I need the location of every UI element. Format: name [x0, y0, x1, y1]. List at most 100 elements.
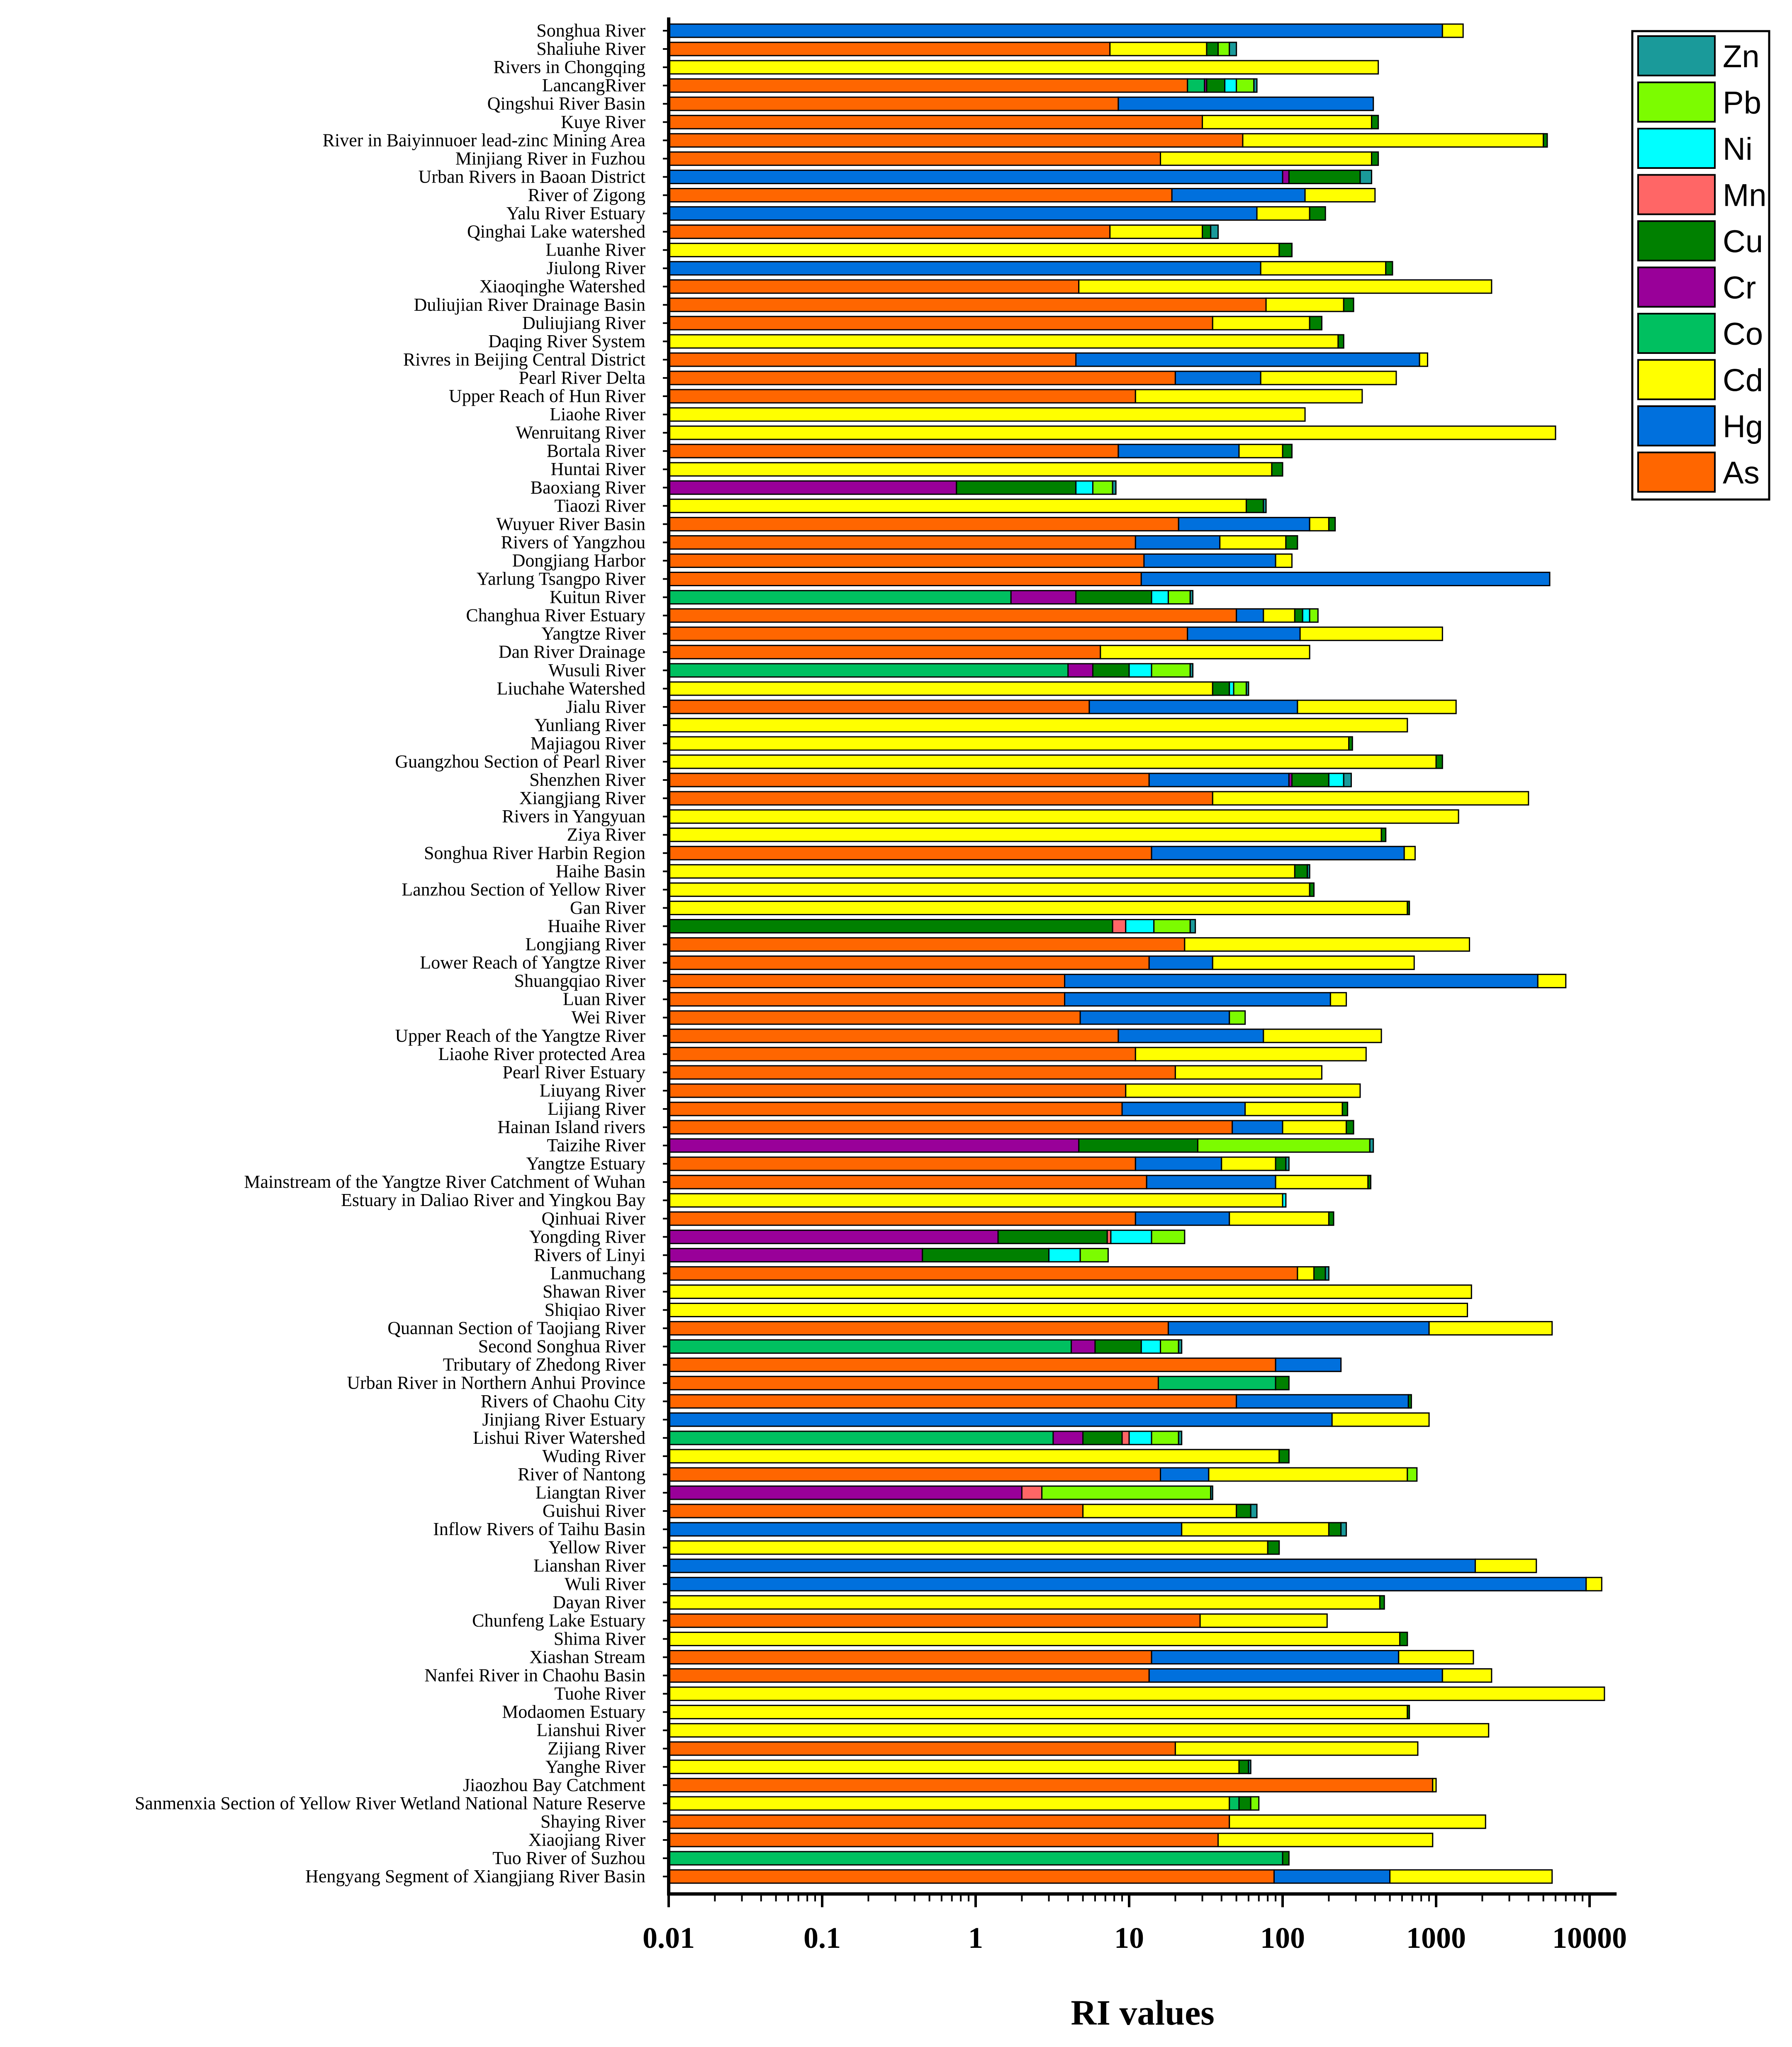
category-label-ziya-river: Ziya River [567, 824, 646, 845]
category-label-xiangjiang-river: Xiangjiang River [519, 788, 646, 808]
category-label-xiashan-stream: Xiashan Stream [529, 1647, 645, 1667]
bar-segment-pb [1079, 1248, 1109, 1262]
category-label-shaying-river: Shaying River [541, 1811, 645, 1832]
bar-segment-pb [1151, 1229, 1186, 1244]
bar-segment-cu [1379, 1595, 1385, 1610]
bar-segment-cd [668, 827, 1382, 842]
legend-swatch-cr [1637, 266, 1716, 308]
bar-segment-cu [1367, 1175, 1371, 1189]
bar-segment-as [668, 352, 1077, 367]
bar-segment-hg [1232, 1120, 1283, 1135]
bar-segment-hg [1118, 444, 1240, 458]
category-label-liaohe-river: Liaohe River [550, 404, 645, 424]
bar-segment-pb [1309, 608, 1319, 623]
bar-segment-cd [1428, 1321, 1553, 1336]
bar-segment-zn [1285, 1156, 1290, 1171]
category-label-rivres-in-beijing-central-district: Rivres in Beijing Central District [403, 349, 645, 370]
category-label-modaomen-estuary: Modaomen Estuary [502, 1702, 645, 1722]
bar-segment-as [668, 937, 1186, 952]
bar-segment-zn [1178, 1339, 1183, 1354]
bar-segment-cd [1389, 1869, 1553, 1884]
category-label-duliujiang-river: Duliujiang River [522, 313, 645, 333]
bar-segment-cd [668, 334, 1339, 349]
bar-segment-cd [1184, 937, 1470, 952]
bar-segment-cd [1304, 188, 1376, 202]
bar-segment-cd [1256, 206, 1310, 221]
category-label-yarlung-tsangpo-river: Yarlung Tsangpo River [477, 569, 646, 589]
bar-segment-as [668, 96, 1119, 111]
bar-segment-cd [668, 718, 1408, 733]
bar-segment-pb [1151, 663, 1191, 678]
legend-label-mn: Mn [1723, 178, 1767, 213]
bar-segment-cd [1263, 608, 1295, 623]
bar-segment-zn [1248, 1759, 1251, 1774]
bar-segment-hg [668, 206, 1258, 221]
category-label-tuo-river-of-suzhou: Tuo River of Suzhou [492, 1848, 645, 1868]
bar-segment-zn [1359, 169, 1373, 184]
bar-segment-cu [1407, 1705, 1410, 1720]
bar-segment-zn [1210, 1485, 1213, 1500]
bar-segment-co [1157, 1376, 1276, 1391]
bar-segment-cu [1236, 1504, 1251, 1518]
bar-segment-as [668, 608, 1237, 623]
category-label-river-in-baiyinnuoer-lead-zinc-mining-area: River in Baiyinnuoer lead-zinc Mining Ar… [323, 130, 645, 150]
bar-segment-as [668, 1156, 1136, 1171]
category-label-chunfeng-lake-estuary: Chunfeng Lake Estuary [472, 1610, 645, 1630]
category-label-upper-reach-of-hun-river: Upper Reach of Hun River [449, 386, 645, 406]
bar-segment-cu [1238, 1759, 1249, 1774]
category-label-yongding-river: Yongding River [529, 1226, 646, 1247]
bar-segment-cd [668, 1631, 1400, 1646]
bar-segment-cu [1082, 1430, 1123, 1445]
bar-segment-cu [1278, 243, 1293, 258]
bar-segment-pb [1167, 590, 1191, 605]
bar-segment-cd [1199, 1613, 1328, 1628]
bar-segment-co [668, 590, 1012, 605]
bar-segment-cd [668, 882, 1310, 897]
bar-segment-pb [1041, 1485, 1212, 1500]
bar-segment-ni [1282, 1193, 1287, 1208]
category-label-wuyuer-river-basin: Wuyuer River Basin [496, 514, 645, 534]
bar-segment-cd [668, 864, 1295, 879]
bar-segment-cr [1282, 169, 1290, 184]
bar-segment-hg [1146, 1175, 1276, 1189]
bar-segment-hg [1148, 1668, 1443, 1683]
bar-segment-as [668, 444, 1119, 458]
bar-segment-cu [668, 919, 1113, 933]
bar-segment-as [668, 1028, 1119, 1043]
bar-segment-cr [668, 1138, 1080, 1153]
category-label-qingshui-river-basin: Qingshui River Basin [487, 93, 645, 114]
bar-segment-cd [1160, 151, 1373, 166]
bar-segment-cu [1206, 41, 1219, 56]
bar-segment-ni [1075, 480, 1093, 495]
bar-segment-cu [1309, 882, 1315, 897]
bar-segment-cd [1229, 1211, 1329, 1226]
x-tick-label-1000: 1000 [1406, 1921, 1466, 1954]
bar-segment-cd [668, 809, 1459, 824]
bar-segment-cd [668, 498, 1247, 513]
bar-segment-pb [1153, 919, 1191, 933]
bar-segment-cu [997, 1229, 1108, 1244]
legend-swatch-mn [1637, 174, 1716, 215]
bar-segment-as [668, 1211, 1136, 1226]
category-label-wuding-river: Wuding River [542, 1446, 645, 1466]
bar-segment-cd [1432, 1778, 1437, 1793]
category-label-qinhuai-river: Qinhuai River [541, 1208, 645, 1228]
bar-segment-as [668, 1650, 1152, 1664]
bar-segment-cu [1313, 1266, 1326, 1281]
bar-segment-cd [668, 736, 1350, 751]
bar-segment-as [668, 41, 1111, 56]
bar-segment-as [668, 1394, 1237, 1409]
category-label-guangzhou-section-of-pearl-river: Guangzhou Section of Pearl River [395, 751, 645, 772]
bar-segment-cd [1135, 389, 1363, 404]
bar-segment-hg [1079, 1010, 1230, 1025]
bar-segment-as [668, 1047, 1136, 1062]
bar-segment-cd [1212, 955, 1415, 970]
legend-label-co: Co [1723, 317, 1763, 352]
bar-segment-cu [1092, 663, 1130, 678]
category-label-lower-reach-of-yangtze-river: Lower Reach of Yangtze River [420, 953, 645, 973]
category-label-xiaoqinghe-watershed: Xiaoqinghe Watershed [480, 276, 645, 297]
category-label-rivers-of-chaohu-city: Rivers of Chaohu City [481, 1391, 645, 1411]
bar-segment-cd [1244, 1101, 1343, 1116]
category-label-lianshan-river: Lianshan River [533, 1555, 645, 1576]
